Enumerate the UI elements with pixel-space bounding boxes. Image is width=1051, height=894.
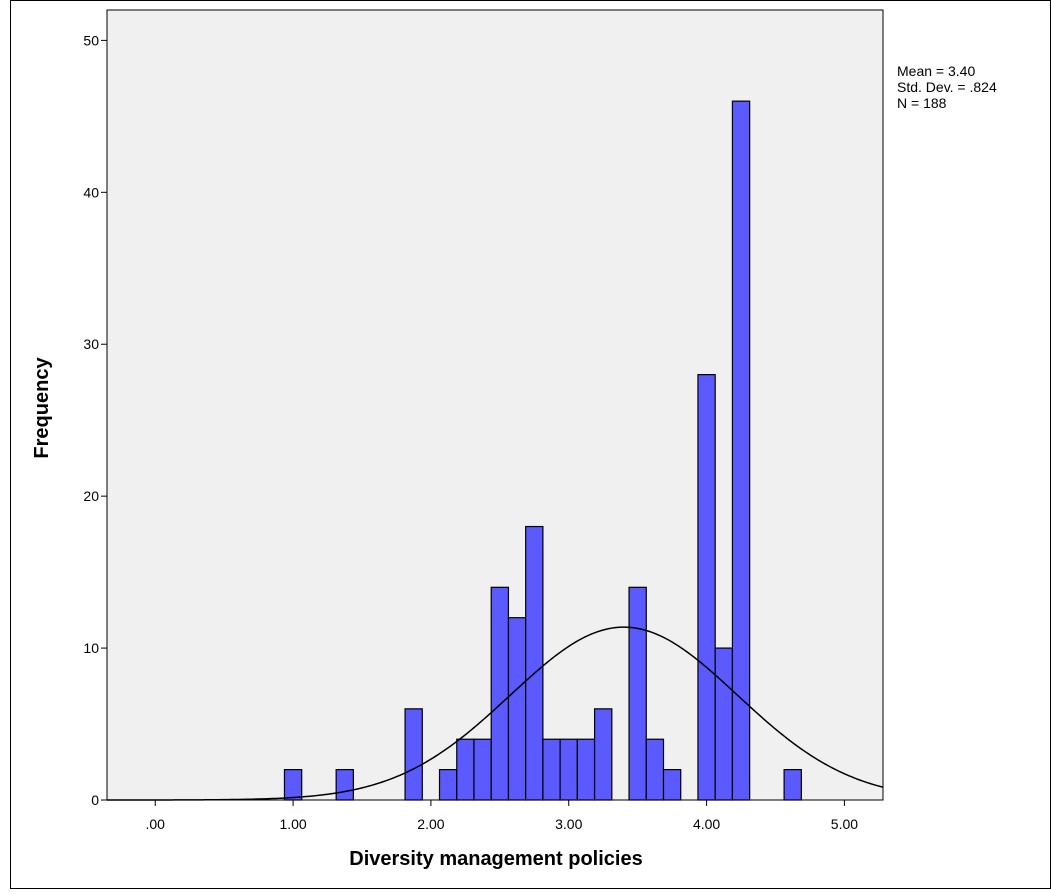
x-axis-ticks: .00 1.00 2.00 3.00 4.00 5.00	[146, 800, 858, 832]
y-tick-label: 40	[83, 184, 99, 200]
y-tick-label: 30	[83, 336, 99, 352]
x-tick-label: 2.00	[417, 816, 444, 832]
histogram-bar	[404, 708, 423, 801]
histogram-bar	[507, 617, 527, 801]
histogram-bar	[628, 586, 647, 801]
histogram-bar	[783, 769, 802, 801]
histogram-bar	[335, 769, 354, 801]
histogram-bar	[490, 586, 510, 801]
x-axis-title: Diversity management policies	[349, 848, 642, 870]
y-axis-title: Frequency	[31, 357, 53, 459]
bars-group	[283, 100, 802, 801]
x-tick-label: 3.00	[555, 816, 582, 832]
stats-mean: Mean = 3.40	[897, 63, 975, 79]
x-tick-label: 5.00	[831, 816, 858, 832]
histogram-bar	[473, 738, 492, 801]
histogram-bar	[662, 769, 682, 801]
y-tick-label: 50	[83, 32, 99, 48]
stats-n: N = 188	[897, 95, 947, 111]
histogram-bar	[559, 738, 578, 801]
histogram-bar	[697, 374, 716, 801]
x-tick-label: 4.00	[693, 816, 720, 832]
y-tick-label: 20	[83, 488, 99, 504]
stats-box: Mean = 3.40 Std. Dev. = .824 N = 188	[897, 63, 997, 111]
y-axis-ticks: 0 10 20 30 40 50	[83, 32, 107, 808]
histogram-bar	[283, 769, 303, 801]
y-tick-label: 10	[83, 640, 99, 656]
histogram-bar	[645, 738, 665, 801]
histogram-bar	[731, 100, 751, 801]
normal-curve	[107, 626, 884, 801]
y-tick-label: 0	[91, 792, 99, 808]
histogram-bar	[525, 525, 544, 801]
stats-std-dev: Std. Dev. = .824	[897, 79, 997, 95]
histogram-bar	[593, 708, 613, 801]
histogram-bar	[456, 738, 475, 801]
histogram-bar	[714, 647, 734, 801]
x-tick-label: 1.00	[279, 816, 306, 832]
histogram-bar	[438, 769, 458, 801]
histogram-bar	[576, 738, 596, 801]
x-tick-label: .00	[146, 816, 166, 832]
histogram-bar	[542, 738, 561, 801]
